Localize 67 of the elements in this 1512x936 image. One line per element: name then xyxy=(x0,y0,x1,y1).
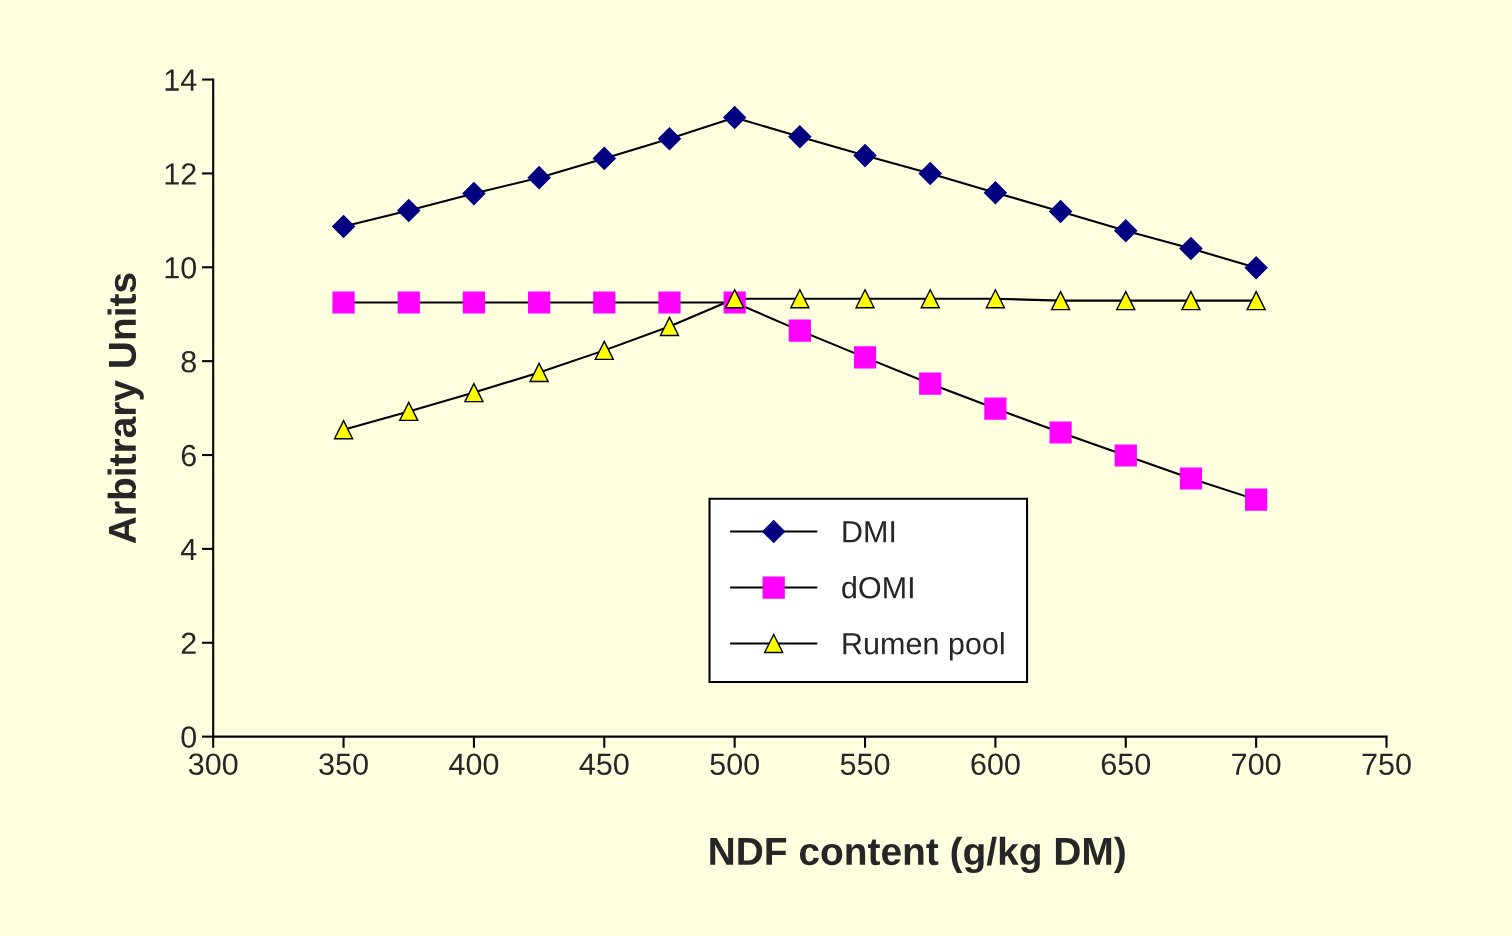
point xyxy=(1179,237,1203,261)
point xyxy=(397,291,420,314)
point xyxy=(788,319,811,342)
point xyxy=(1049,199,1073,223)
point xyxy=(657,127,681,151)
point xyxy=(462,182,486,206)
point xyxy=(1246,290,1266,311)
point xyxy=(462,291,486,314)
legend-label: DMI xyxy=(843,521,895,543)
point xyxy=(853,346,877,369)
point xyxy=(1049,421,1072,444)
point xyxy=(1244,256,1268,280)
y-tick-label: 12 xyxy=(165,163,196,185)
y-tick-label: 10 xyxy=(165,257,197,279)
point xyxy=(920,289,940,309)
point xyxy=(918,161,942,185)
point xyxy=(333,419,354,440)
point xyxy=(723,106,747,130)
point xyxy=(1181,290,1201,311)
x-tick-label: 750 xyxy=(1362,753,1411,776)
x-tick-label: 400 xyxy=(449,753,499,776)
x-tick-label: 600 xyxy=(971,753,1020,776)
x-axis-title: NDF content (g/kg DM) xyxy=(710,836,1125,874)
point xyxy=(332,291,355,314)
point xyxy=(790,289,810,309)
x-tick-label: 700 xyxy=(1232,753,1281,776)
point xyxy=(1114,444,1137,467)
point xyxy=(984,397,1007,420)
point xyxy=(658,291,681,314)
x-tick-label: 650 xyxy=(1101,753,1151,776)
point xyxy=(1050,290,1071,311)
legend-label: dOMI xyxy=(842,576,913,599)
point xyxy=(528,291,551,314)
y-tick-label: 2 xyxy=(181,632,196,654)
y-tick-label: 0 xyxy=(181,726,197,748)
point xyxy=(594,340,615,361)
point xyxy=(919,372,942,395)
y-axis-title: Arbitrary Units xyxy=(107,273,144,544)
point xyxy=(464,382,484,403)
y-tick-label: 4 xyxy=(180,538,197,560)
x-tick-label: 500 xyxy=(710,753,759,776)
point xyxy=(332,214,356,238)
point xyxy=(985,289,1006,309)
point xyxy=(788,125,812,149)
y-tick-label: 8 xyxy=(181,350,196,373)
point xyxy=(593,291,616,314)
x-tick-label: 450 xyxy=(579,753,629,776)
point xyxy=(527,166,551,190)
point xyxy=(1179,467,1203,490)
point xyxy=(1245,488,1268,511)
point xyxy=(592,146,616,170)
x-tick-label: 550 xyxy=(840,753,890,776)
point xyxy=(983,181,1007,205)
x-tick-label: 300 xyxy=(188,753,238,776)
point xyxy=(855,289,875,309)
point xyxy=(399,401,419,422)
point xyxy=(853,144,877,168)
y-tick-label: 6 xyxy=(181,444,196,467)
point xyxy=(659,316,680,337)
x-tick-label: 350 xyxy=(319,753,368,776)
point xyxy=(1116,290,1136,311)
legend-label: Rumen pool xyxy=(843,632,1004,661)
point xyxy=(397,199,421,223)
point xyxy=(724,289,745,309)
point xyxy=(529,362,549,383)
point xyxy=(1114,219,1138,243)
y-tick-label: 14 xyxy=(165,69,197,91)
